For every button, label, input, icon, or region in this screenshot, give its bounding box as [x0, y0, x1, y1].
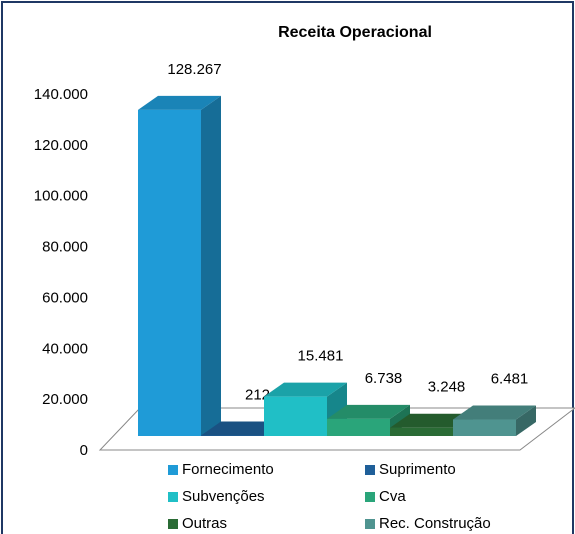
legend-swatch — [168, 492, 178, 502]
legend-swatch — [168, 519, 178, 529]
legend-label: Suprimento — [379, 461, 456, 478]
y-tick-label: 60.000 — [42, 289, 88, 306]
bar — [390, 427, 453, 436]
value-label: 6.481 — [491, 370, 529, 387]
bar-top — [264, 382, 347, 397]
legend-label: Subvenções — [182, 488, 265, 505]
bar-top — [138, 95, 221, 110]
y-tick-label: 20.000 — [42, 391, 88, 408]
legend-swatch — [365, 465, 375, 475]
value-label: 212 — [245, 386, 270, 403]
y-tick-label: 100.000 — [34, 188, 88, 205]
value-label: 15.481 — [298, 348, 344, 365]
chart-title: Receita Operacional — [278, 24, 432, 41]
bar — [138, 109, 201, 437]
legend-label: Fornecimento — [182, 461, 274, 478]
legend-label: Outras — [182, 515, 227, 532]
y-tick-label: 140.000 — [34, 86, 88, 103]
legend-swatch — [365, 492, 375, 502]
legend-label: Rec. Construção — [379, 515, 491, 532]
bar-top — [390, 413, 473, 428]
bar-side — [516, 405, 536, 436]
bar-side — [201, 95, 221, 437]
y-tick-label: 40.000 — [42, 340, 88, 357]
y-tick-label: 0 — [80, 442, 88, 459]
bar — [201, 435, 264, 436]
value-label: 6.738 — [365, 370, 403, 387]
legend-swatch — [365, 519, 375, 529]
value-label: 128.267 — [167, 61, 221, 78]
bar-top — [327, 404, 410, 419]
y-tick-label: 120.000 — [34, 137, 88, 154]
legend-label: Cva — [379, 488, 406, 505]
legend-swatch — [168, 465, 178, 475]
bar-top — [453, 405, 536, 420]
y-tick-label: 80.000 — [42, 239, 88, 256]
bar — [453, 419, 516, 436]
value-label: 3.248 — [428, 379, 466, 396]
bar — [327, 418, 390, 436]
bar-top — [201, 421, 284, 436]
bar — [264, 396, 327, 436]
